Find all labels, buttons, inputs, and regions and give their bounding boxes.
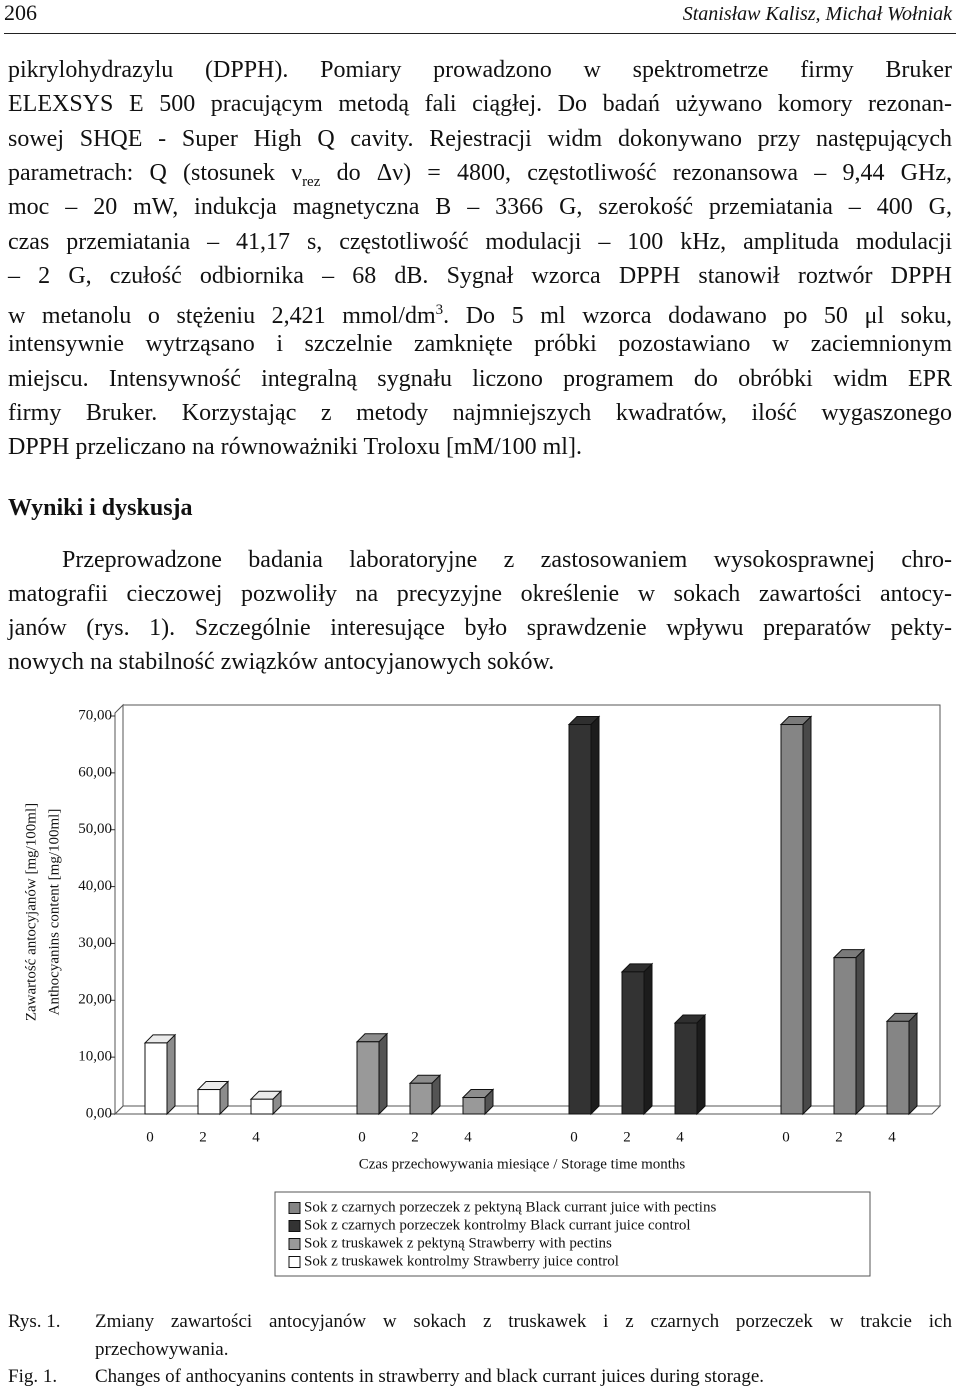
bar-side bbox=[908, 1012, 918, 1116]
y-tick-label: 10,00 bbox=[78, 1049, 112, 1065]
legend-label: Sok z czarnych porzeczek kontrolmy Black… bbox=[304, 1217, 691, 1233]
y-axis-title: Anthocyanins content [mg/100ml] bbox=[46, 809, 62, 1016]
text: do Δν) = 4800, częstotliwość rezonansowa… bbox=[320, 159, 952, 186]
superscript: 3 bbox=[435, 302, 444, 319]
caption-label: Fig. 1. bbox=[8, 1366, 58, 1387]
text-line: DPPH przeliczano na równoważniki Troloxu… bbox=[8, 434, 582, 461]
subscript: rez bbox=[302, 173, 321, 190]
bar bbox=[462, 1097, 486, 1115]
floor bbox=[113, 1105, 942, 1115]
text-line: nowych na stabilność związków antocyjano… bbox=[8, 649, 555, 675]
x-tick-label: 4 bbox=[888, 1129, 896, 1145]
caption-text: Zmiany zawartości antocyjanów w sokach z… bbox=[95, 1311, 952, 1332]
text: . Do 5 ml wzorca dodawano po 50 μl soku, bbox=[443, 303, 952, 330]
legend-swatch bbox=[288, 1238, 301, 1250]
x-tick-label: 0 bbox=[358, 1129, 366, 1145]
y-axis-title: Zawartość antocyjanów [mg/100ml] bbox=[23, 803, 39, 1021]
bar-side bbox=[855, 948, 865, 1116]
bar-side bbox=[590, 715, 600, 1116]
y-tick-label: 70,00 bbox=[78, 707, 112, 723]
text: w metanolu o stężeniu 2,421 mmol/dm bbox=[8, 303, 436, 330]
bar bbox=[780, 724, 804, 1115]
text-line: – 2 G, czułość odbiornika – 68 dB. Sygna… bbox=[8, 262, 952, 289]
bar-side bbox=[802, 715, 812, 1116]
x-tick-label: 2 bbox=[623, 1129, 631, 1145]
header-rule bbox=[4, 33, 956, 34]
caption-text: przechowywania. bbox=[95, 1339, 229, 1360]
text-line: sowej SHQE - Super High Q cavity. Rejest… bbox=[8, 125, 952, 152]
side-wall bbox=[114, 703, 124, 1116]
x-tick-label: 2 bbox=[411, 1129, 419, 1145]
x-tick-label: 0 bbox=[782, 1129, 790, 1145]
bar bbox=[356, 1041, 380, 1115]
bar bbox=[833, 957, 857, 1115]
y-tick-label: 0,00 bbox=[86, 1105, 112, 1121]
y-tick-label: 30,00 bbox=[78, 935, 112, 951]
section-heading: Wyniki i dyskusja bbox=[8, 495, 193, 521]
bar bbox=[568, 724, 592, 1115]
legend-swatch bbox=[288, 1202, 301, 1214]
legend-swatch bbox=[288, 1220, 301, 1232]
x-tick-label: 2 bbox=[199, 1129, 207, 1145]
y-tick-label: 20,00 bbox=[78, 992, 112, 1008]
text-line: moc – 20 mW, indukcja magnetyczna B – 33… bbox=[8, 194, 952, 221]
bar-side bbox=[696, 1013, 706, 1116]
text-line: Przeprowadzone badania laboratoryjne z z… bbox=[62, 547, 952, 573]
legend-label: Sok z truskawek kontrolmy Strawberry jui… bbox=[304, 1253, 619, 1269]
bar bbox=[144, 1042, 168, 1115]
text-line: intensywnie wytrząsano i szczelnie zamkn… bbox=[8, 331, 952, 358]
x-tick-label: 0 bbox=[146, 1129, 154, 1145]
text-line: janów (rys. 1). Szczególnie interesujące… bbox=[8, 615, 952, 641]
text-line: firmy Bruker. Korzystając z metody najmn… bbox=[8, 400, 952, 426]
legend-label: Sok z truskawek z pektyną Strawberry wit… bbox=[304, 1235, 612, 1251]
text-line: miejscu. Intensywność integralną sygnału… bbox=[8, 365, 952, 392]
text: parametrach: Q (stosunek ν bbox=[8, 159, 303, 186]
text-line: parametrach: Q (stosunek νrez do Δν) = 4… bbox=[8, 158, 952, 197]
bar bbox=[674, 1022, 698, 1115]
legend-label: Sok z czarnych porzeczek z pektyną Black… bbox=[304, 1199, 716, 1215]
text-line: matografii cieczowej pozwoliły na precyz… bbox=[8, 581, 952, 607]
y-tick-label: 50,00 bbox=[78, 821, 112, 837]
page-number: 206 bbox=[4, 0, 37, 25]
running-head: Stanisław Kalisz, Michał Wołniak bbox=[682, 3, 952, 25]
x-tick-label: 4 bbox=[252, 1129, 260, 1145]
bar-side bbox=[643, 962, 653, 1116]
back-wall bbox=[122, 704, 941, 1107]
x-tick-label: 4 bbox=[464, 1129, 472, 1145]
bar-side bbox=[166, 1033, 176, 1116]
caption-text: Changes of anthocyanins contents in stra… bbox=[95, 1366, 765, 1387]
x-tick-label: 4 bbox=[676, 1129, 684, 1145]
bar bbox=[621, 971, 645, 1115]
caption-label: Rys. 1. bbox=[8, 1311, 61, 1332]
text-line: w metanolu o stężeniu 2,421 mmol/dm3. Do… bbox=[8, 295, 952, 331]
bar bbox=[886, 1020, 910, 1115]
y-tick-label: 40,00 bbox=[78, 878, 112, 894]
x-tick-label: 0 bbox=[570, 1129, 578, 1145]
x-axis-title: Czas przechowywania miesiące / Storage t… bbox=[359, 1156, 686, 1172]
bar bbox=[409, 1082, 433, 1115]
x-tick-label: 2 bbox=[835, 1129, 843, 1145]
bar bbox=[197, 1089, 221, 1115]
legend-box bbox=[274, 1191, 871, 1277]
bar bbox=[250, 1098, 274, 1115]
text-line: ELEXSYS E 500 pracującym metodą fali cią… bbox=[8, 91, 952, 118]
y-tick-label: 60,00 bbox=[78, 764, 112, 780]
legend-swatch bbox=[288, 1256, 301, 1268]
text-line: czas przemiatania – 41,17 s, częstotliwo… bbox=[8, 228, 952, 255]
bar-side bbox=[378, 1032, 388, 1116]
text-line: pikrylohydrazylu (DPPH). Pomiary prowadz… bbox=[8, 57, 952, 83]
